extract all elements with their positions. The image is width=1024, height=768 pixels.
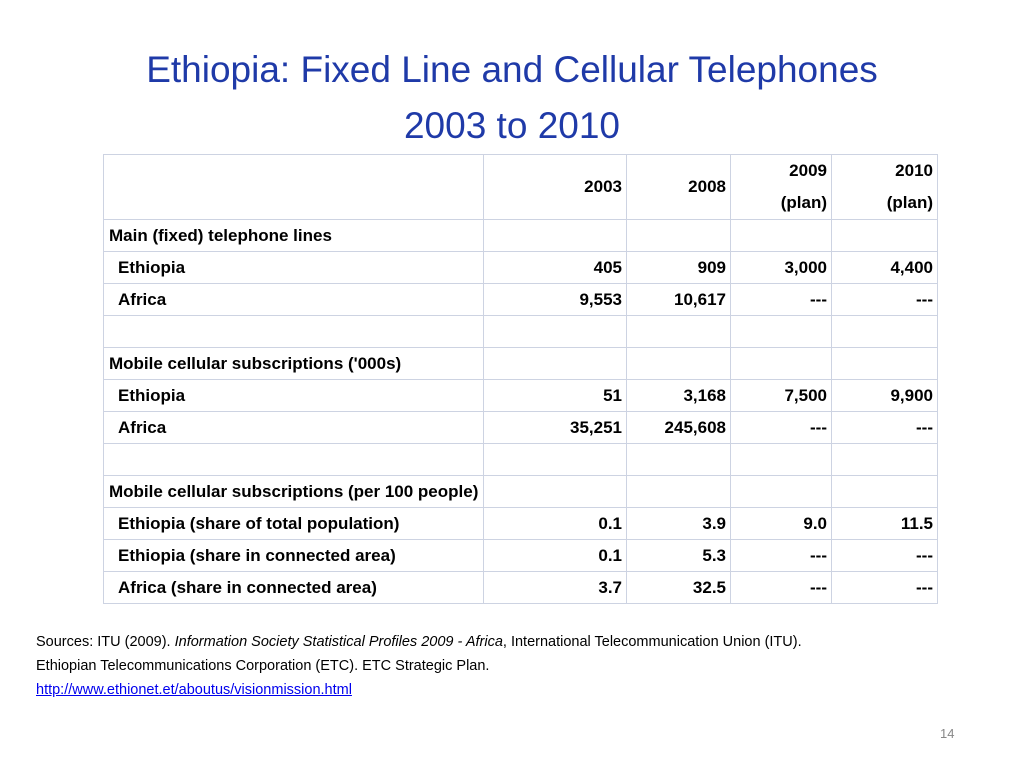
cell: 3.9 (626, 507, 731, 540)
cell: 9,900 (831, 379, 938, 412)
header-text: (plan) (780, 193, 827, 212)
data-row: Ethiopia 51 3,168 7,500 9,900 (103, 379, 938, 412)
cell: 11.5 (831, 507, 938, 540)
spacer-row (103, 443, 938, 476)
cell: --- (730, 571, 832, 604)
cell: --- (831, 283, 938, 316)
header-cell: 2008 (626, 154, 731, 220)
header-text: 2010 (895, 161, 933, 180)
header-row: 2003 2008 2009 (plan) 2010 (plan) (103, 154, 938, 220)
cell (483, 475, 627, 508)
data-table: 2003 2008 2009 (plan) 2010 (plan) Main (fixed)… (103, 154, 938, 604)
header-cell (103, 154, 484, 220)
slide-title: Ethiopia: Fixed Line and Cellular Teleph… (0, 42, 1024, 154)
cell (626, 315, 731, 348)
section-title: Main (fixed) telephone lines (103, 219, 484, 252)
cell (626, 219, 731, 252)
header-text: 2003 (584, 177, 622, 196)
header-text: (plan) (886, 193, 933, 212)
cell: 3,000 (730, 251, 832, 284)
cell: 9.0 (730, 507, 832, 540)
cell (103, 443, 484, 476)
data-row: Africa 9,553 10,617 --- --- (103, 283, 938, 316)
cell (831, 443, 938, 476)
spacer-row (103, 315, 938, 348)
header-cell: 2009 (plan) (730, 154, 832, 220)
data-row: Africa (share in connected area) 3.7 32.5-… (103, 571, 938, 604)
cell: 0.1 (483, 539, 627, 572)
title-line: Ethiopia: Fixed Line and Cellular Teleph… (146, 49, 878, 90)
cell: --- (831, 411, 938, 444)
cell: 51 (483, 379, 627, 412)
source-line: http://www.ethionet.et/aboutus/visionmis… (36, 678, 802, 702)
cell: --- (831, 539, 938, 572)
section-row: Main (fixed) telephone lines (103, 219, 938, 252)
row-label: Africa (share in connected area) (103, 571, 484, 604)
row-label: Africa (103, 411, 484, 444)
cell (103, 315, 484, 348)
cell: 7,500 (730, 379, 832, 412)
row-label: Ethiopia (103, 251, 484, 284)
header-text: 2009 (789, 161, 827, 180)
cell (730, 347, 832, 380)
row-label: Ethiopia (103, 379, 484, 412)
section-row: Mobile cellular subscriptions ('000s) (103, 347, 938, 380)
source-link[interactable]: http://www.ethionet.et/aboutus/visionmis… (36, 682, 352, 698)
page-number: 14 (940, 726, 955, 741)
data-row: Ethiopia (share of total population) 0.1 3… (103, 507, 938, 540)
source-text: , International Telecommunication Union … (502, 634, 802, 650)
cell (483, 219, 627, 252)
section-title: Mobile cellular subscriptions ('000s) (103, 347, 484, 380)
cell: --- (730, 411, 832, 444)
cell: 3,168 (626, 379, 731, 412)
header-cell: 2010 (plan) (831, 154, 938, 220)
cell: --- (831, 571, 938, 604)
source-line: Ethiopian Telecommunications Corporation… (36, 658, 490, 674)
cell (831, 315, 938, 348)
cell (483, 443, 627, 476)
header-text: 2008 (688, 177, 726, 196)
source-line: Sources: ITU (2009). Information Society… (36, 630, 802, 654)
sources: Sources: ITU (2009). Information Society… (36, 630, 802, 702)
cell (626, 475, 731, 508)
cell: 0.1 (483, 507, 627, 540)
cell: 245,608 (626, 411, 731, 444)
cell (730, 475, 832, 508)
cell (626, 443, 731, 476)
cell (831, 347, 938, 380)
section-title: Mobile cellular subscriptions (per 100 p… (103, 475, 484, 508)
data-row: Ethiopia 405 909 3,000 4,400 (103, 251, 938, 284)
cell: 35,251 (483, 411, 627, 444)
cell: 909 (626, 251, 731, 284)
cell (730, 315, 832, 348)
cell: 9,553 (483, 283, 627, 316)
source-title: Information Society Statistical Profiles… (174, 634, 503, 650)
cell (483, 315, 627, 348)
cell: 32.5 (626, 571, 731, 604)
row-label: Africa (103, 283, 484, 316)
cell (730, 443, 832, 476)
source-text: Sources: ITU (2009). (36, 634, 171, 650)
section-row: Mobile cellular subscriptions (per 100 p… (103, 475, 938, 508)
cell: 3.7 (483, 571, 627, 604)
cell: 5.3 (626, 539, 731, 572)
cell: 10,617 (626, 283, 731, 316)
cell (626, 347, 731, 380)
data-row: Africa 35,251 245,608 --- --- (103, 411, 938, 444)
cell (831, 475, 938, 508)
cell: 4,400 (831, 251, 938, 284)
cell (831, 219, 938, 252)
data-row: Ethiopia (share in connected area) 0.1 5.3… (103, 539, 938, 572)
cell: --- (730, 539, 832, 572)
cell (730, 219, 832, 252)
cell (483, 347, 627, 380)
title-line: 2003 to 2010 (403, 105, 621, 146)
row-label: Ethiopia (share of total population) (103, 507, 484, 540)
row-label: Ethiopia (share in connected area) (103, 539, 484, 572)
header-cell: 2003 (483, 154, 627, 220)
cell: 405 (483, 251, 627, 284)
cell: --- (730, 283, 832, 316)
